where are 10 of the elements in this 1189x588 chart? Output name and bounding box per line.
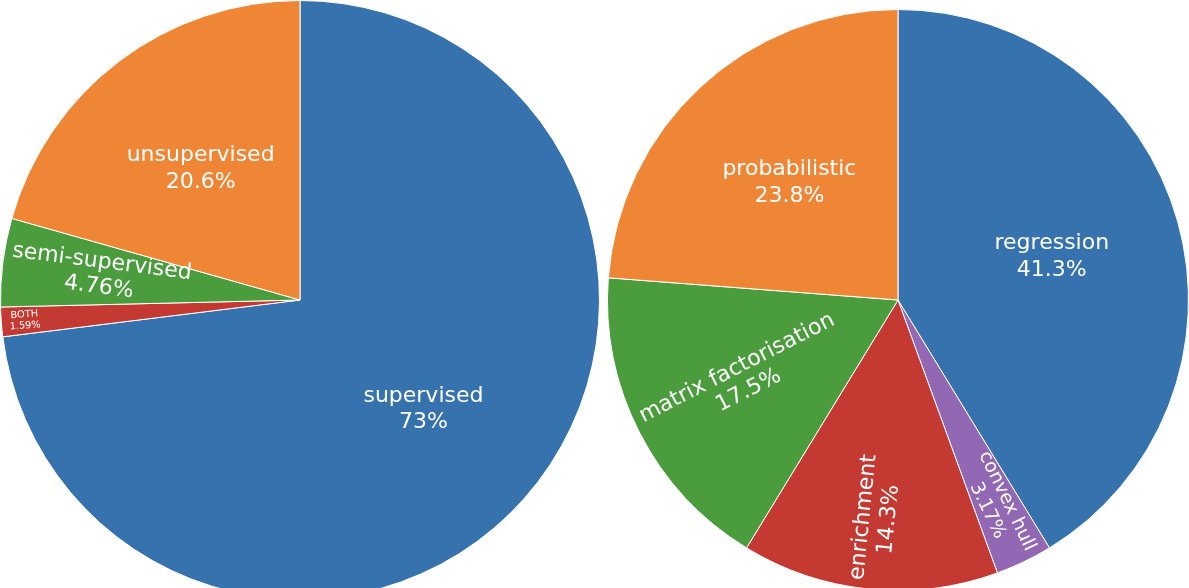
slice-label: unsupervised — [126, 141, 275, 167]
slice-label: regression — [994, 229, 1110, 255]
slice-label: probabilistic — [722, 155, 857, 181]
data-label: 73% — [398, 408, 448, 433]
data-label: 20.6% — [165, 167, 236, 193]
data-label: 1.59% — [9, 318, 41, 332]
data-label: 23.8% — [754, 181, 825, 207]
data-label: 41.3% — [1016, 255, 1087, 281]
slice-label: BOTH — [10, 307, 39, 321]
slice-label: supervised — [363, 381, 484, 407]
